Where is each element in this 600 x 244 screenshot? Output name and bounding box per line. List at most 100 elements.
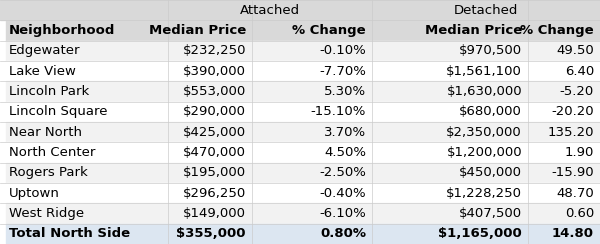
Bar <box>168 224 252 244</box>
Bar <box>372 142 528 163</box>
Text: -15.90: -15.90 <box>551 166 594 179</box>
Text: 1.90: 1.90 <box>565 146 594 159</box>
Text: Detached: Detached <box>454 4 518 17</box>
Text: West Ridge: West Ridge <box>9 207 84 220</box>
Bar <box>252 20 372 41</box>
Text: North Center: North Center <box>9 146 95 159</box>
Text: 48.70: 48.70 <box>556 187 594 200</box>
Text: 3.70%: 3.70% <box>324 126 366 139</box>
Text: Total North Side: Total North Side <box>9 227 130 240</box>
Bar <box>528 224 600 244</box>
Bar <box>528 81 600 102</box>
Bar <box>6 224 168 244</box>
Text: Uptown: Uptown <box>9 187 60 200</box>
Text: $1,200,000: $1,200,000 <box>446 146 522 159</box>
Text: Rogers Park: Rogers Park <box>9 166 88 179</box>
Text: 0.60: 0.60 <box>565 207 594 220</box>
Bar <box>168 20 252 41</box>
Text: $425,000: $425,000 <box>183 126 246 139</box>
Bar <box>528 203 600 224</box>
Bar <box>6 122 168 142</box>
Bar <box>528 163 600 183</box>
Text: -0.10%: -0.10% <box>319 44 366 57</box>
Bar <box>252 163 372 183</box>
Bar <box>252 41 372 61</box>
Bar <box>252 102 372 122</box>
Bar <box>528 142 600 163</box>
Bar <box>6 102 168 122</box>
Bar <box>0 0 600 20</box>
Text: Edgewater: Edgewater <box>9 44 80 57</box>
Text: 0.80%: 0.80% <box>320 227 366 240</box>
Text: 5.30%: 5.30% <box>324 85 366 98</box>
Text: Neighborhood: Neighborhood <box>9 24 115 37</box>
Bar <box>252 224 372 244</box>
Text: Lincoln Square: Lincoln Square <box>9 105 107 118</box>
Text: $1,630,000: $1,630,000 <box>446 85 522 98</box>
Text: $1,561,100: $1,561,100 <box>446 65 522 78</box>
Bar <box>372 102 528 122</box>
Text: % Change: % Change <box>520 24 594 37</box>
Text: 135.20: 135.20 <box>548 126 594 139</box>
Bar <box>252 142 372 163</box>
Text: $970,500: $970,500 <box>459 44 522 57</box>
Bar <box>252 61 372 81</box>
Text: $553,000: $553,000 <box>183 85 246 98</box>
Bar <box>6 20 168 41</box>
Bar <box>372 203 528 224</box>
Text: -20.20: -20.20 <box>551 105 594 118</box>
Text: $2,350,000: $2,350,000 <box>446 126 522 139</box>
Bar <box>372 20 528 41</box>
Bar <box>252 81 372 102</box>
Bar <box>168 203 252 224</box>
Text: 14.80: 14.80 <box>552 227 594 240</box>
Bar <box>6 203 168 224</box>
Text: $296,250: $296,250 <box>183 187 246 200</box>
Text: $470,000: $470,000 <box>183 146 246 159</box>
Bar <box>372 224 528 244</box>
Bar <box>168 61 252 81</box>
Bar <box>6 163 168 183</box>
Bar <box>372 41 528 61</box>
Text: $680,000: $680,000 <box>459 105 522 118</box>
Text: Lake View: Lake View <box>9 65 76 78</box>
Text: $1,165,000: $1,165,000 <box>438 227 522 240</box>
Bar <box>168 142 252 163</box>
Text: Lincoln Park: Lincoln Park <box>9 85 89 98</box>
Text: -5.20: -5.20 <box>560 85 594 98</box>
Bar <box>6 61 168 81</box>
Text: Median Price: Median Price <box>425 24 522 37</box>
Text: $195,000: $195,000 <box>183 166 246 179</box>
Text: $149,000: $149,000 <box>183 207 246 220</box>
Text: -15.10%: -15.10% <box>311 105 366 118</box>
Text: -7.70%: -7.70% <box>319 65 366 78</box>
Text: Near North: Near North <box>9 126 82 139</box>
Bar <box>372 61 528 81</box>
Bar <box>528 61 600 81</box>
Text: $355,000: $355,000 <box>176 227 246 240</box>
Text: $1,228,250: $1,228,250 <box>446 187 522 200</box>
Bar <box>528 102 600 122</box>
Text: -2.50%: -2.50% <box>319 166 366 179</box>
Text: Attached: Attached <box>240 4 300 17</box>
Text: $450,000: $450,000 <box>459 166 522 179</box>
Bar <box>168 81 252 102</box>
Text: $290,000: $290,000 <box>183 105 246 118</box>
Text: -6.10%: -6.10% <box>319 207 366 220</box>
Text: $407,500: $407,500 <box>459 207 522 220</box>
Text: $390,000: $390,000 <box>183 65 246 78</box>
Bar <box>168 41 252 61</box>
Bar <box>372 183 528 203</box>
Bar <box>252 203 372 224</box>
Bar <box>372 81 528 102</box>
Bar <box>528 183 600 203</box>
Bar <box>528 20 600 41</box>
Bar <box>6 81 168 102</box>
Bar <box>372 163 528 183</box>
Text: % Change: % Change <box>292 24 366 37</box>
Bar <box>168 102 252 122</box>
Bar <box>372 122 528 142</box>
Text: 6.40: 6.40 <box>565 65 594 78</box>
Bar <box>252 183 372 203</box>
Text: 4.50%: 4.50% <box>324 146 366 159</box>
